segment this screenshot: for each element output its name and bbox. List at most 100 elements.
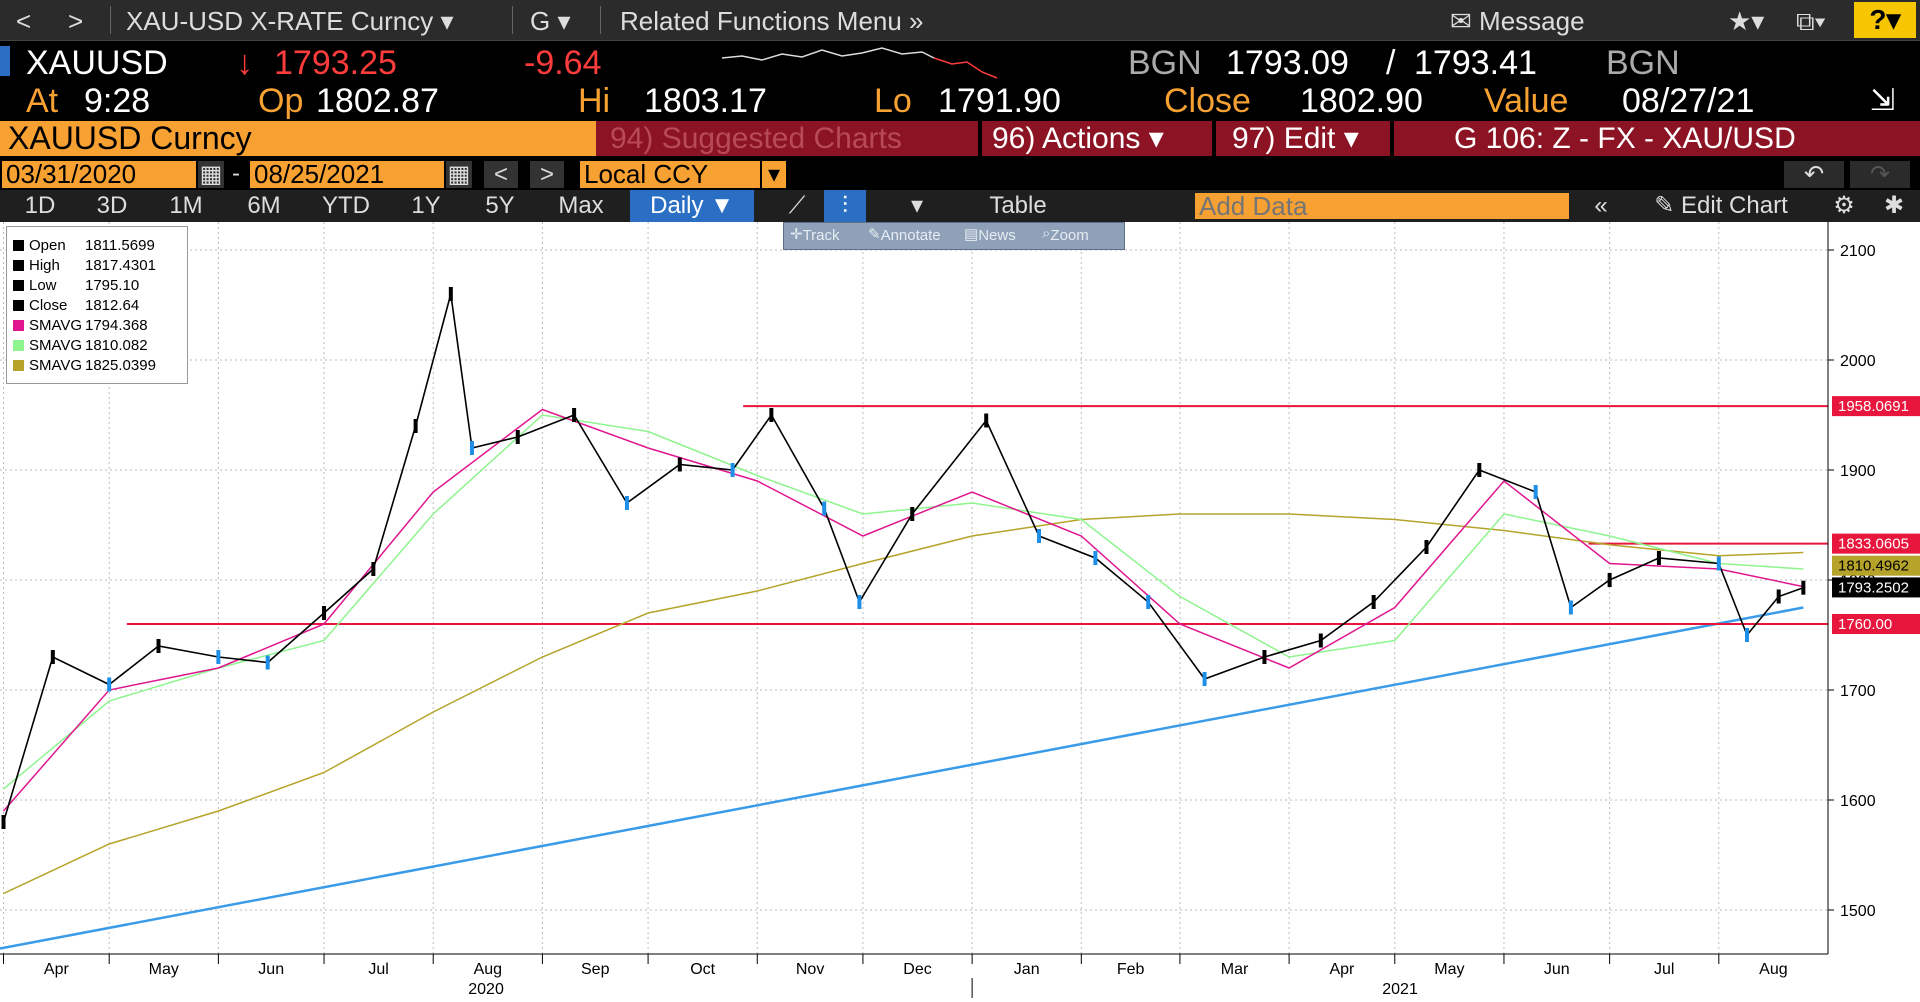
g-menu[interactable]: G ▾	[530, 6, 571, 36]
calendar-icon[interactable]: ▦	[446, 161, 472, 188]
low-label: Lo	[874, 82, 912, 120]
period-3d[interactable]: 3D	[96, 192, 128, 219]
gear-icon[interactable]: ✱	[1883, 192, 1905, 219]
y-tick-label: 2100	[1840, 243, 1876, 260]
chevron-down-icon[interactable]: ▾	[762, 161, 786, 188]
next-period-button[interactable]: >	[530, 161, 564, 188]
envelope-icon: ✉	[1450, 6, 1472, 36]
candle	[1424, 540, 1429, 554]
candle	[1, 815, 6, 829]
line-chart-icon[interactable]: ⟋	[788, 192, 806, 219]
favorites-star-icon[interactable]: ★▾	[1728, 6, 1765, 36]
chevron-down-icon[interactable]: ▾	[910, 192, 924, 219]
x-month-label: Feb	[1117, 961, 1145, 978]
zoom-tool[interactable]: ⌕ Zoom	[1042, 225, 1089, 244]
candle	[1093, 551, 1098, 565]
candle	[624, 496, 629, 510]
candle	[1568, 600, 1573, 615]
price-chart[interactable]: Apr May Jun Jul Aug Sep Oct Nov Dec Jan Feb Mar Apr M…	[0, 222, 1920, 1002]
redo-icon[interactable]: ↷	[1850, 161, 1910, 188]
chart-settings-icon[interactable]: ⚙	[1833, 192, 1855, 219]
security-menu[interactable]: XAU-USD X-RATE Curncy ▾	[126, 6, 454, 36]
selection-marker	[0, 46, 10, 76]
start-date-input[interactable]: 03/31/2020	[2, 161, 196, 188]
frequency-select[interactable]: Daily ▼	[630, 190, 754, 222]
ask-price: 1793.41	[1414, 44, 1537, 82]
y-tick-label: 1500	[1840, 903, 1876, 920]
open-label: Op	[258, 82, 304, 120]
chart-tools-bar: ✛ Track ✎ Annotate ▤ News ⌕ Zoom	[783, 222, 1125, 250]
y-tick-label: 1900	[1840, 463, 1876, 480]
actions-menu[interactable]: 96) Actions ▾	[982, 121, 1212, 156]
currency-select[interactable]: Local CCY	[580, 161, 760, 188]
x-month-label: Apr	[44, 961, 70, 978]
bid-ask-separator: /	[1386, 44, 1396, 82]
period-ytd[interactable]: YTD	[322, 192, 370, 219]
value-label: Value	[1484, 82, 1569, 120]
related-functions-menu[interactable]: Related Functions Menu »	[620, 6, 924, 36]
resistance-label: 1958.0691	[1838, 398, 1909, 415]
candle	[857, 595, 862, 609]
resistance-label-box	[1832, 533, 1920, 554]
window-menu-icon[interactable]: ⧉▾	[1796, 6, 1826, 36]
chart-legend: Open 1811.5699 High 1817.4301 Low 1795.10 C…	[6, 226, 188, 384]
net-change: -9.64	[524, 44, 602, 82]
edit-chart-button[interactable]: ✎ Edit Chart	[1654, 192, 1788, 219]
end-date-input[interactable]: 08/25/2021	[250, 161, 444, 188]
candle	[1656, 551, 1661, 565]
annotate-tool[interactable]: ✎ Annotate	[868, 226, 941, 244]
candle	[216, 650, 221, 664]
expand-icon[interactable]: ⇲	[1870, 84, 1896, 117]
help-button[interactable]: ?▾	[1854, 2, 1916, 38]
period-1d[interactable]: 1D	[24, 192, 56, 219]
add-data-input[interactable]	[1195, 193, 1569, 219]
back-button[interactable]: <	[16, 6, 32, 36]
legend-item: SMAVG 1794.368	[13, 317, 148, 334]
prev-period-button[interactable]: <	[484, 161, 518, 188]
candle	[1716, 556, 1721, 571]
bid-source: BGN	[1128, 44, 1202, 82]
forward-button[interactable]: >	[68, 6, 84, 36]
candle	[413, 419, 418, 433]
message-button[interactable]: ✉ Message	[1450, 6, 1585, 36]
undo-icon[interactable]: ↶	[1784, 161, 1844, 188]
candle	[1776, 589, 1781, 604]
x-month-label: Apr	[1329, 961, 1355, 978]
candle	[677, 457, 682, 472]
candle	[1533, 485, 1538, 499]
y-tick-label: 1600	[1840, 793, 1876, 810]
calendar-icon[interactable]: ▦	[198, 161, 224, 188]
period-1m[interactable]: 1M	[169, 192, 203, 219]
period-max[interactable]: Max	[558, 192, 604, 219]
edit-menu[interactable]: 97) Edit ▾	[1216, 121, 1390, 156]
table-button[interactable]: Table	[989, 192, 1047, 219]
period-1y[interactable]: 1Y	[411, 192, 441, 219]
candlestick-icon[interactable]: ⫶	[824, 190, 866, 222]
collapse-left-icon[interactable]: «	[1594, 192, 1608, 219]
period-6m[interactable]: 6M	[247, 192, 281, 219]
high-value: 1803.17	[644, 82, 767, 120]
candle	[1202, 672, 1207, 686]
suggested-charts-button[interactable]: 94) Suggested Charts	[596, 121, 978, 156]
open-value: 1802.87	[316, 82, 439, 120]
intraday-sparkline	[722, 47, 998, 79]
bid-price: 1793.09	[1226, 44, 1349, 82]
security-name-bar[interactable]: XAUUSD Curncy	[0, 121, 596, 156]
track-tool[interactable]: ✛ Track	[790, 226, 840, 244]
resistance-label-box	[1832, 396, 1920, 417]
candle	[1744, 628, 1749, 642]
x-year-label: 2020	[468, 981, 504, 998]
x-axis: Apr May Jun Jul Aug Sep Oct Nov Dec Jan Feb Mar Apr M…	[0, 953, 1828, 998]
legend-item: Close 1812.64	[13, 297, 139, 314]
last-price: 1793.25	[274, 44, 397, 82]
candle	[322, 606, 327, 620]
sma-slow-line	[3, 513, 1804, 895]
candle	[107, 677, 112, 692]
news-tool[interactable]: ▤ News	[964, 226, 1016, 244]
period-5y[interactable]: 5Y	[485, 192, 515, 219]
date-range-dash: -	[232, 160, 240, 187]
chart-series	[0, 287, 1828, 950]
sma-fast-line	[2, 408, 1804, 812]
candle	[822, 501, 827, 516]
support-label: 1760.00	[1838, 616, 1892, 633]
